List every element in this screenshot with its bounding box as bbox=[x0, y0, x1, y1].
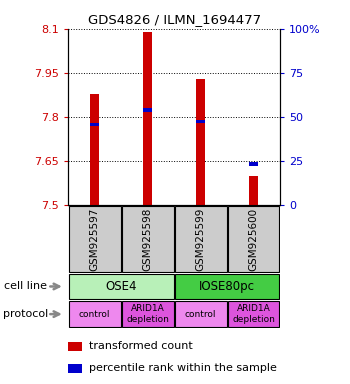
Text: GSM925599: GSM925599 bbox=[196, 207, 205, 271]
Bar bbox=[196, 120, 205, 123]
Bar bbox=[228, 206, 279, 272]
Text: percentile rank within the sample: percentile rank within the sample bbox=[89, 363, 277, 373]
Text: ARID1A
depletion: ARID1A depletion bbox=[232, 305, 275, 324]
Bar bbox=[122, 206, 174, 272]
Bar bbox=[249, 176, 258, 205]
Bar bbox=[175, 206, 226, 272]
Bar bbox=[122, 301, 174, 327]
Text: GSM925600: GSM925600 bbox=[248, 207, 259, 271]
Text: protocol: protocol bbox=[4, 309, 49, 319]
Bar bbox=[90, 123, 99, 126]
Bar bbox=[249, 162, 258, 166]
Bar bbox=[90, 94, 99, 205]
Bar bbox=[68, 364, 82, 373]
Text: control: control bbox=[79, 310, 111, 319]
Bar bbox=[68, 342, 82, 351]
Bar bbox=[175, 301, 226, 327]
Text: OSE4: OSE4 bbox=[105, 280, 137, 293]
Text: GSM925597: GSM925597 bbox=[90, 207, 100, 271]
Text: GDS4826 / ILMN_1694477: GDS4826 / ILMN_1694477 bbox=[89, 13, 261, 26]
Bar bbox=[69, 301, 121, 327]
Text: control: control bbox=[185, 310, 216, 319]
Bar bbox=[143, 32, 152, 205]
Bar bbox=[196, 79, 205, 205]
Text: transformed count: transformed count bbox=[89, 341, 193, 351]
Text: IOSE80pc: IOSE80pc bbox=[199, 280, 255, 293]
Text: cell line: cell line bbox=[4, 281, 47, 291]
Bar bbox=[228, 301, 279, 327]
Text: GSM925598: GSM925598 bbox=[143, 207, 153, 271]
Text: ARID1A
depletion: ARID1A depletion bbox=[126, 305, 169, 324]
Bar bbox=[175, 274, 279, 299]
Bar bbox=[143, 108, 152, 111]
Bar bbox=[69, 206, 121, 272]
Bar bbox=[69, 274, 174, 299]
